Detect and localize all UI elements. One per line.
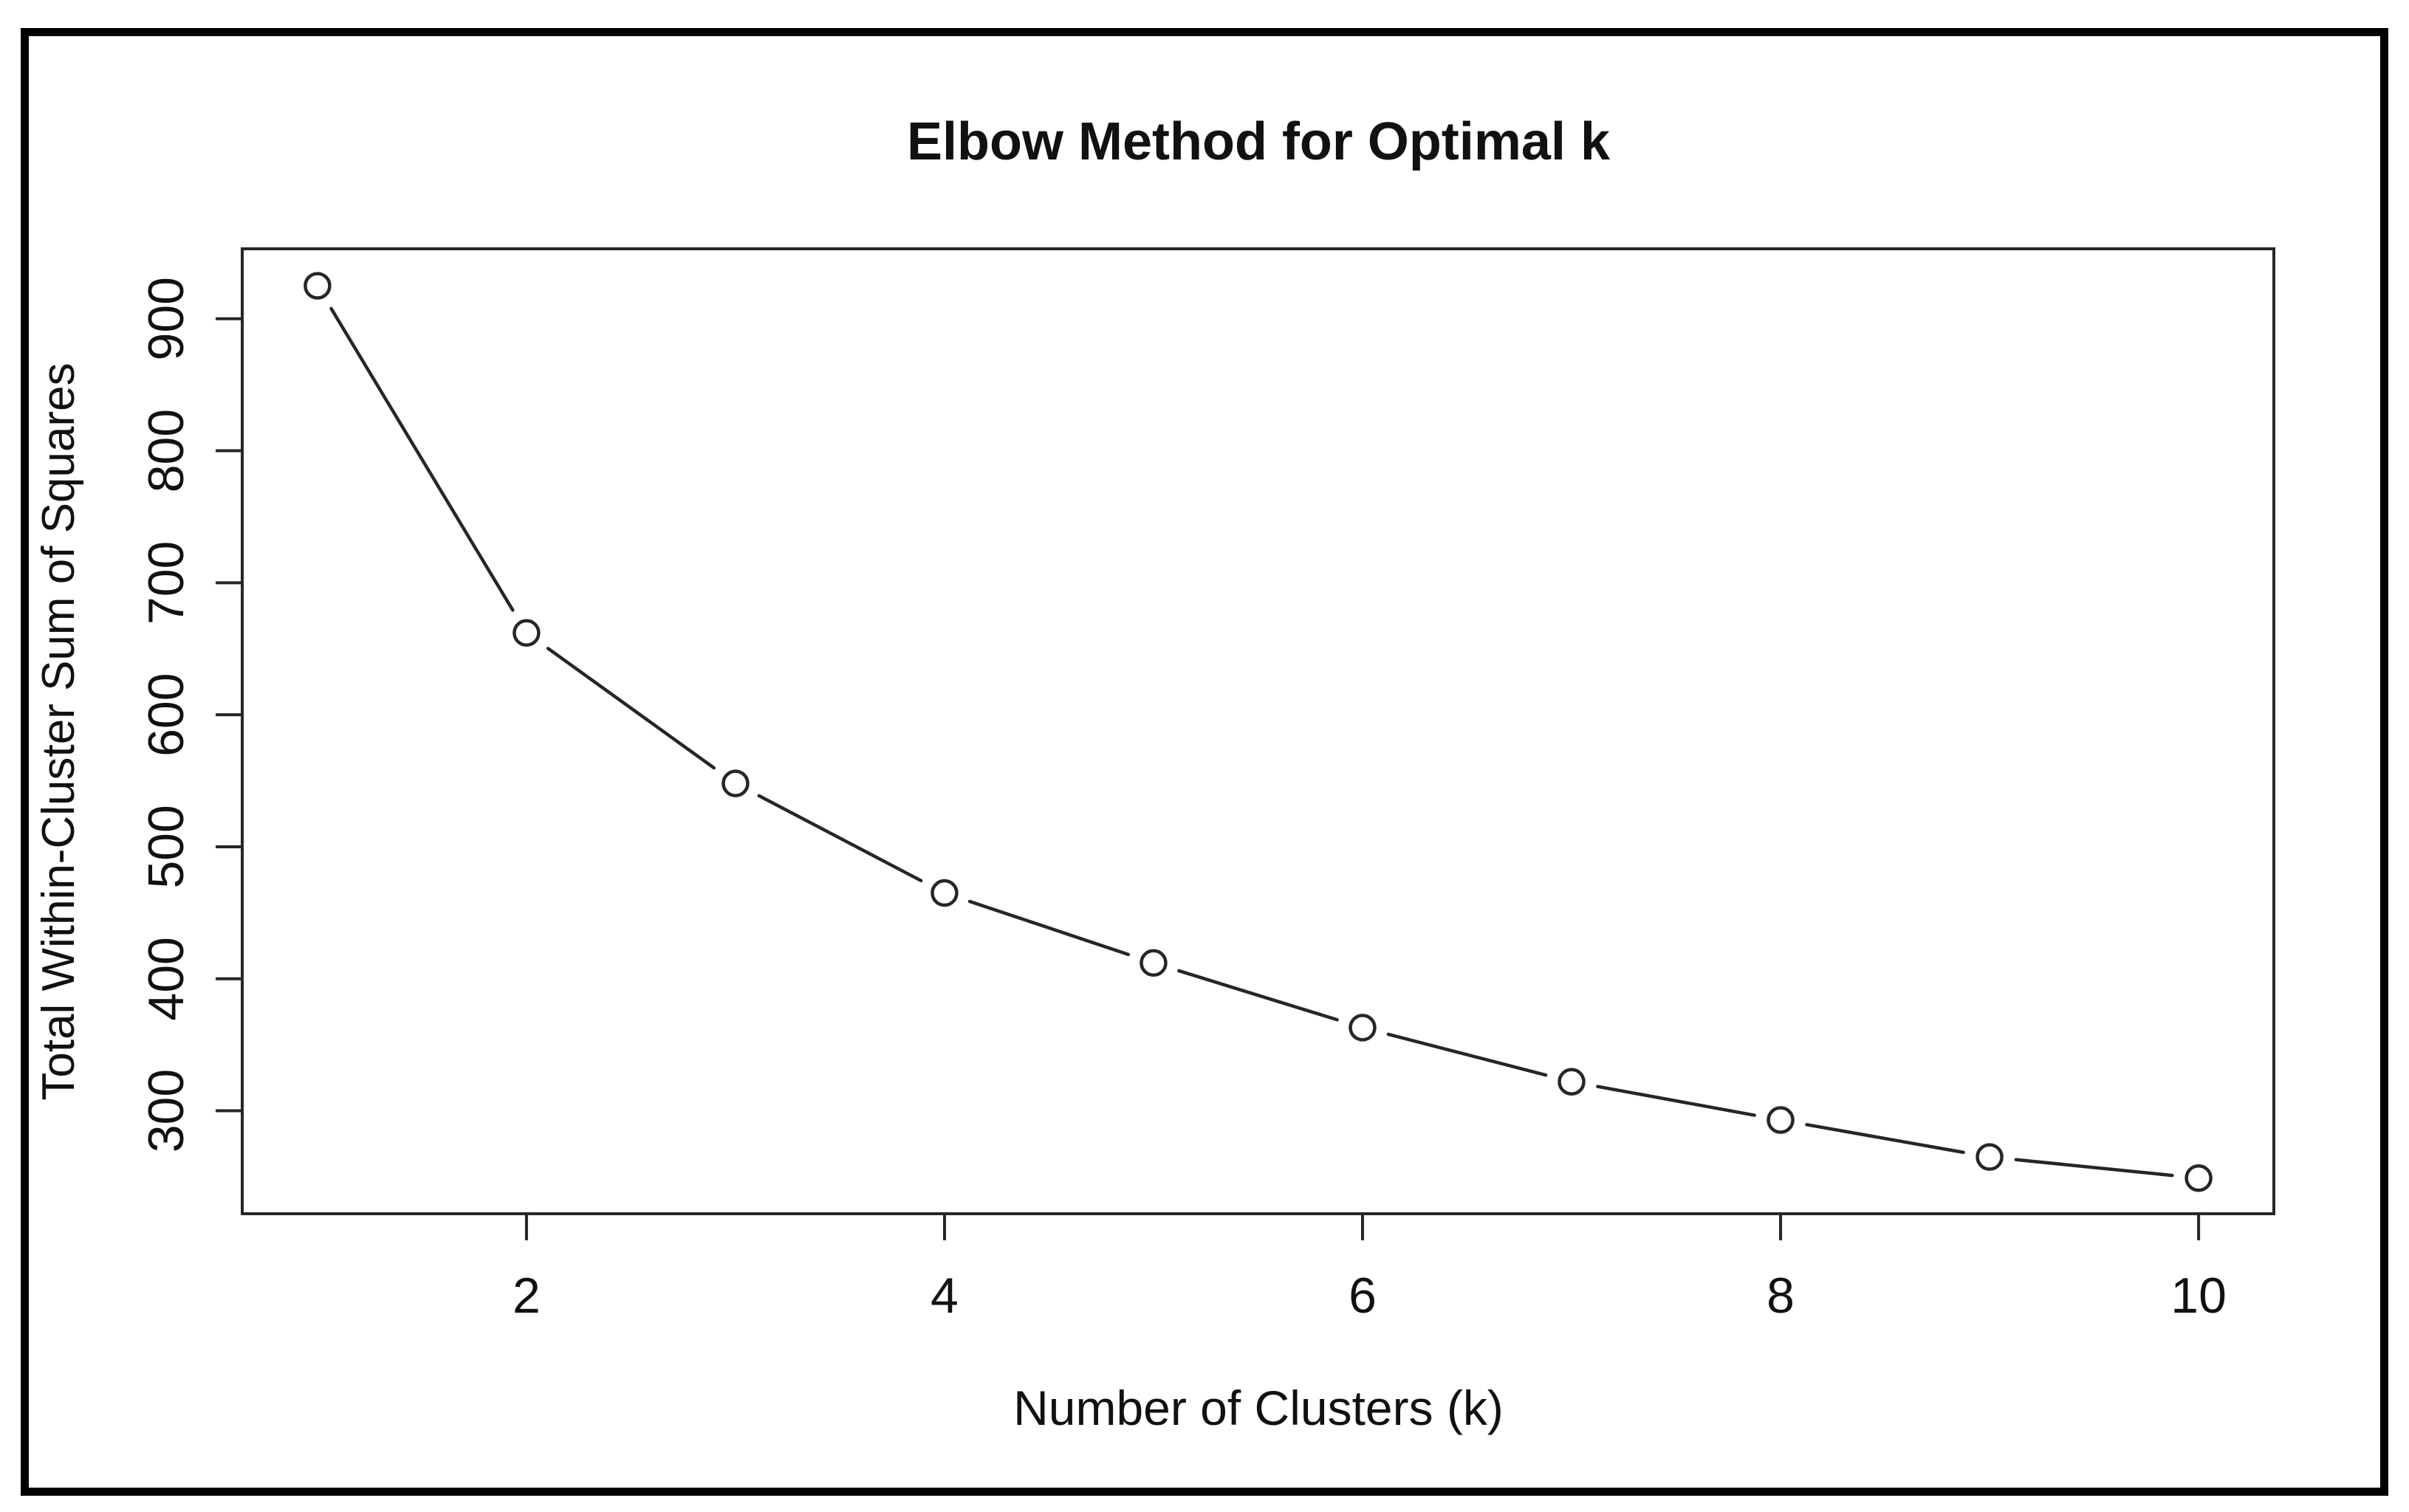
series-segment [967, 899, 1131, 957]
data-point-k3 [722, 769, 750, 797]
data-point-k5 [1140, 949, 1168, 977]
series-segment [2014, 1158, 2174, 1178]
x-tick-label: 4 [931, 1268, 959, 1324]
data-point-k6 [1349, 1014, 1377, 1042]
y-tick-label: 700 [138, 541, 194, 625]
y-axis-title: Total Within-Cluster Sum of Squares [33, 362, 84, 1101]
data-point-k9 [1975, 1143, 2004, 1171]
x-tick-label: 10 [2170, 1268, 2227, 1324]
y-tick-label: 800 [138, 409, 194, 492]
x-tick-label: 2 [513, 1268, 541, 1324]
series-segment [757, 794, 923, 883]
series-segment [1596, 1085, 1756, 1117]
plot-box [241, 247, 2275, 1215]
y-tick-label: 500 [138, 805, 194, 888]
data-point-k2 [513, 619, 541, 647]
y-tick-label: 900 [138, 277, 194, 360]
data-point-k4 [931, 879, 959, 907]
x-tick-label: 6 [1349, 1268, 1377, 1324]
chart-title: Elbow Method for Optimal k [907, 112, 1610, 171]
y-tick-label: 400 [138, 937, 194, 1020]
figure-border [21, 28, 2388, 1496]
y-tick-label: 300 [138, 1069, 194, 1152]
x-axis-title: Number of Clusters (k) [1013, 1381, 1504, 1435]
y-tick-label: 600 [138, 673, 194, 756]
data-point-k1 [304, 272, 332, 300]
data-point-k10 [2184, 1164, 2213, 1192]
data-point-k7 [1558, 1068, 1586, 1096]
series-segment [1386, 1032, 1548, 1077]
series-segment [1805, 1123, 1965, 1155]
series-segment [1177, 969, 1339, 1022]
series-segment [546, 647, 716, 770]
series-segment [329, 306, 515, 612]
x-tick-label: 8 [1767, 1268, 1795, 1324]
data-point-k8 [1767, 1106, 1795, 1134]
